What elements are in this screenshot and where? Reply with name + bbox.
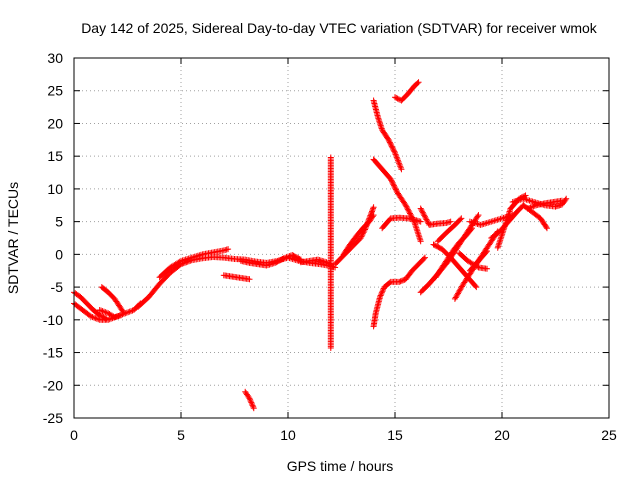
y-tick-label: -25	[43, 410, 63, 426]
x-axis-label: GPS time / hours	[287, 458, 394, 474]
y-tick-label: -5	[51, 279, 64, 295]
data-track	[340, 212, 377, 258]
data-track	[370, 156, 424, 245]
x-tick-label: 10	[280, 427, 296, 443]
data-track	[466, 248, 491, 274]
y-tick-label: 5	[55, 214, 63, 230]
chart-title: Day 142 of 2025, Sidereal Day-to-day VTE…	[81, 20, 598, 36]
data-track	[524, 197, 565, 212]
data-track	[98, 284, 127, 315]
y-tick-label: 30	[47, 50, 63, 66]
data-track	[220, 272, 253, 283]
data-track	[432, 225, 476, 281]
data-track	[370, 254, 428, 330]
y-tick-label: 20	[47, 115, 63, 131]
data-track	[417, 205, 454, 228]
y-tick-label: -20	[43, 377, 63, 393]
y-tick-label: -10	[43, 312, 63, 328]
y-tick-label: 25	[47, 83, 63, 99]
axis-ticks	[73, 57, 610, 419]
x-tick-label: 0	[70, 427, 78, 443]
y-tick-label: 10	[47, 181, 63, 197]
x-tick-label: 25	[601, 427, 617, 443]
data-track	[156, 246, 232, 281]
data-track	[96, 307, 125, 321]
data-track	[392, 79, 422, 104]
plot-frame	[73, 57, 610, 419]
data-track	[242, 388, 257, 412]
x-tick-label: 5	[177, 427, 185, 443]
y-axis-label: SDTVAR / TECUs	[5, 182, 21, 294]
data-points	[71, 79, 570, 412]
y-tick-label: 0	[55, 246, 63, 262]
data-track	[434, 215, 465, 245]
data-track	[520, 202, 550, 232]
data-track	[494, 192, 529, 251]
grid-lines	[74, 58, 609, 418]
y-tick-label: -15	[43, 345, 63, 361]
y-tick-label: 15	[47, 148, 63, 164]
x-tick-label: 20	[494, 427, 510, 443]
x-tick-labels: 0 5 10 15 20 25	[70, 427, 617, 443]
data-track	[327, 154, 334, 351]
data-track	[370, 97, 405, 173]
data-track	[237, 252, 304, 269]
data-track	[379, 214, 424, 232]
x-tick-label: 15	[387, 427, 403, 443]
y-tick-labels: -25 -20 -15 -10 -5 0 5 10 15 20 25 30	[43, 50, 63, 426]
